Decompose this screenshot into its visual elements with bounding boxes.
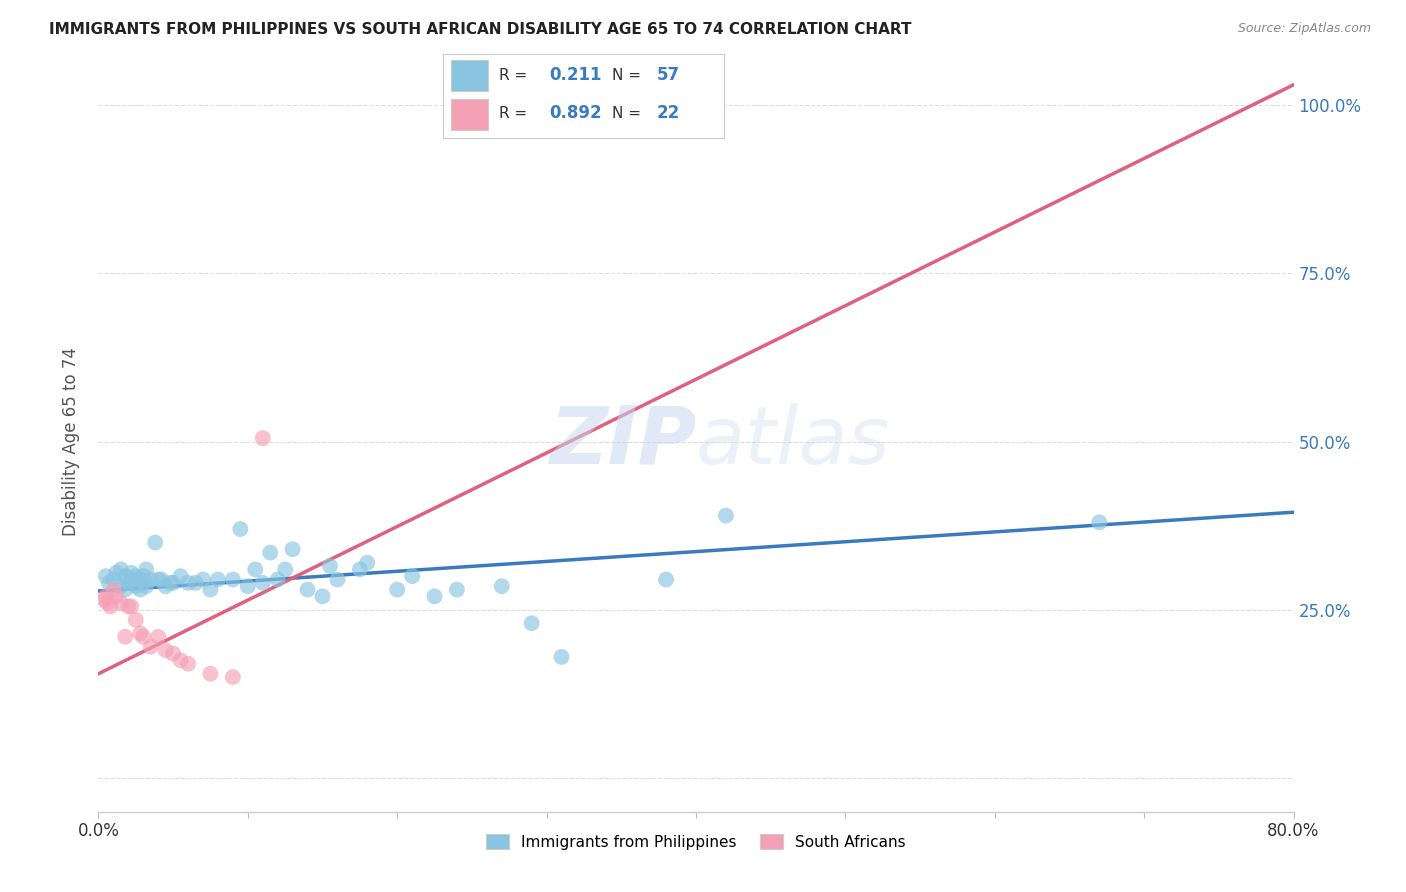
Point [520,616,543,631]
Point [356,556,378,570]
Y-axis label: Disability Age 65 to 74: Disability Age 65 to 74 [62,347,80,536]
Point [184,575,207,590]
Point [132,569,155,583]
Point [155,643,177,657]
Point [96,596,118,610]
Point [159,575,181,590]
Point [139,640,162,654]
Point [117,599,139,614]
Point [200,582,222,597]
Point [446,582,468,597]
Bar [451,99,488,130]
Point [252,575,274,590]
Point [135,562,157,576]
Text: N =: N = [612,106,645,120]
Point [267,573,290,587]
Point [401,569,423,583]
Point [97,575,120,590]
Point [135,579,157,593]
Point [117,575,139,590]
Point [114,569,136,583]
Bar [451,61,488,91]
Point [105,590,128,604]
Point [125,579,148,593]
Point [222,670,245,684]
Point [120,599,142,614]
Text: 0.211: 0.211 [550,66,602,84]
Point [319,559,342,574]
Point [245,562,267,576]
Point [114,582,136,597]
Point [103,573,125,587]
Text: 22: 22 [657,104,681,122]
Point [274,562,297,576]
Point [98,599,122,614]
Text: R =: R = [499,106,533,120]
Point [94,569,117,583]
Point [132,575,155,590]
Point [150,573,173,587]
Point [326,573,349,587]
Point [169,569,191,583]
Point [129,573,152,587]
Point [169,653,191,667]
Point [120,566,142,580]
Point [259,546,281,560]
Point [550,649,572,664]
Point [114,630,136,644]
Point [491,579,513,593]
Point [110,596,132,610]
Point [714,508,737,523]
Point [94,590,117,604]
Legend: Immigrants from Philippines, South Africans: Immigrants from Philippines, South Afric… [481,828,911,856]
Point [105,566,128,580]
Point [103,582,125,597]
Point [655,573,678,587]
Text: 0.892: 0.892 [550,104,602,122]
Point [177,657,200,671]
Point [93,592,115,607]
Point [311,590,333,604]
Point [129,582,152,597]
Text: ZIP: ZIP [548,402,696,481]
Point [385,582,409,597]
Point [120,573,142,587]
Point [177,575,200,590]
Point [207,573,229,587]
Point [252,431,274,445]
Point [129,626,152,640]
Text: IMMIGRANTS FROM PHILIPPINES VS SOUTH AFRICAN DISABILITY AGE 65 TO 74 CORRELATION: IMMIGRANTS FROM PHILIPPINES VS SOUTH AFR… [49,22,911,37]
Point [162,647,184,661]
Point [297,582,319,597]
Point [125,569,148,583]
Point [132,630,155,644]
Point [162,575,184,590]
Point [281,542,304,557]
Point [148,630,170,644]
Text: N =: N = [612,68,645,83]
Point [110,579,132,593]
Point [1088,516,1111,530]
Point [229,522,252,536]
Point [200,666,222,681]
Point [143,535,166,549]
Point [110,562,132,576]
Text: R =: R = [499,68,533,83]
Point [148,573,170,587]
Text: 57: 57 [657,66,679,84]
Point [423,590,446,604]
Point [349,562,371,576]
Text: atlas: atlas [696,402,891,481]
Point [155,579,177,593]
Text: Source: ZipAtlas.com: Source: ZipAtlas.com [1237,22,1371,36]
Point [222,573,245,587]
Point [236,579,259,593]
Point [125,613,148,627]
Point [139,573,162,587]
Point [191,573,214,587]
